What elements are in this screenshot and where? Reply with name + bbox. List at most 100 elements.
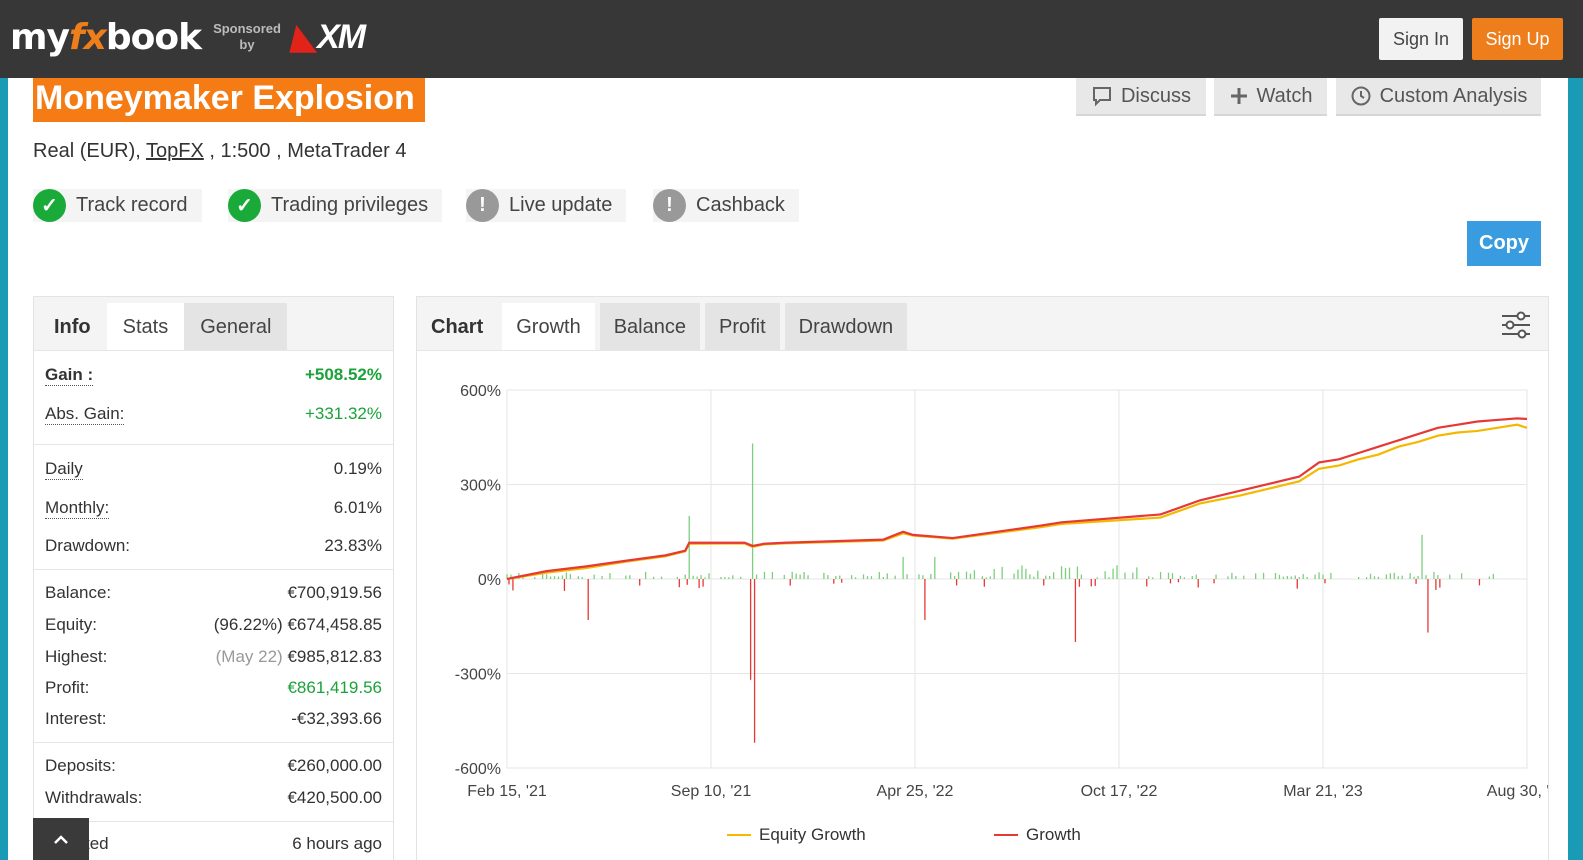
stat-label: Equity: xyxy=(45,615,97,634)
top-navbar: myfxbook Sponsored by ◣ XM Sign In Sign Up xyxy=(0,0,1583,78)
x-tick-label: Apr 25, '22 xyxy=(877,783,954,800)
custom-analysis-label: Custom Analysis xyxy=(1379,84,1528,107)
exclamation-icon: ! xyxy=(466,189,499,222)
system-title: Moneymaker Explosion xyxy=(33,78,425,122)
tab-growth[interactable]: Growth xyxy=(502,303,595,350)
divider xyxy=(34,569,393,570)
stat-updated: ted 6 hours ago xyxy=(45,834,382,854)
stat-equity: Equity: (96.22%) €674,458.85 xyxy=(45,615,382,635)
badge-cashback[interactable]: ! Cashback xyxy=(653,189,799,222)
page: Moneymaker Explosion Discuss Watch Custo… xyxy=(8,0,1568,860)
stat-balance: Balance: €700,919.56 xyxy=(45,583,382,603)
stats-panel: Info Stats General Gain : +508.52% Abs. … xyxy=(33,296,394,860)
watch-button[interactable]: Watch xyxy=(1214,78,1327,116)
stat-note: (96.22%) xyxy=(213,615,283,634)
stat-value: €260,000.00 xyxy=(287,756,382,775)
stat-label: Profit: xyxy=(45,678,90,697)
stats-tabs: Info Stats General xyxy=(34,297,393,351)
x-tick-label: Aug 30, '23 xyxy=(1487,783,1548,800)
tab-balance[interactable]: Balance xyxy=(599,303,700,350)
logo-text: myfxbook xyxy=(10,16,202,58)
stat-label[interactable]: Daily xyxy=(45,459,83,480)
stat-withdrawals: Withdrawals: €420,500.00 xyxy=(45,788,382,808)
sign-in-button[interactable]: Sign In xyxy=(1379,18,1463,60)
discuss-button[interactable]: Discuss xyxy=(1076,78,1206,116)
tab-profit[interactable]: Profit xyxy=(704,303,780,350)
stat-gain: Gain : +508.52% xyxy=(45,365,382,386)
stat-label[interactable]: Gain : xyxy=(45,365,94,386)
stat-value: €674,458.85 xyxy=(287,615,382,634)
stat-monthly: Monthly: 6.01% xyxy=(45,498,382,519)
chevron-up-icon xyxy=(54,835,68,844)
stat-deposits: Deposits: €260,000.00 xyxy=(45,756,382,776)
comment-icon xyxy=(1092,87,1111,107)
stat-value: 6 hours ago xyxy=(292,834,382,853)
stat-value: €420,500.00 xyxy=(287,788,382,807)
myfxbook-logo[interactable]: myfxbook Sponsored by ◣ XM xyxy=(10,12,366,62)
badge-trading-privileges[interactable]: ✓ Trading privileges xyxy=(228,189,443,222)
xm-mark-icon: ◣ xyxy=(290,18,317,56)
badge-label: Trading privileges xyxy=(271,194,429,216)
tab-drawdown[interactable]: Drawdown xyxy=(784,303,908,350)
divider xyxy=(34,444,393,445)
watch-label[interactable]: Watch xyxy=(1256,84,1313,107)
exclamation-icon: ! xyxy=(653,189,686,222)
stat-value-group: (96.22%) €674,458.85 xyxy=(214,615,382,635)
sponsored-label: Sponsored by xyxy=(213,21,281,52)
legend-label: Equity Growth xyxy=(759,825,866,844)
xm-logo[interactable]: ◣ XM xyxy=(290,17,366,57)
stat-label: Balance: xyxy=(45,583,112,602)
x-tick-label: Mar 21, '23 xyxy=(1283,783,1363,800)
stat-note: (May 22) xyxy=(215,647,283,666)
sign-up-button[interactable]: Sign Up xyxy=(1472,18,1563,60)
account-type: Real (EUR), xyxy=(33,140,146,162)
custom-analysis-button[interactable]: Custom Analysis xyxy=(1336,78,1541,116)
copy-button[interactable]: Copy xyxy=(1467,221,1541,266)
stat-label: ted xyxy=(85,834,109,853)
stat-label[interactable]: Monthly: xyxy=(45,498,110,519)
plus-icon xyxy=(1230,88,1247,104)
account-info: Real (EUR), TopFX , 1:500 , MetaTrader 4 xyxy=(33,140,407,163)
stat-value: -€32,393.66 xyxy=(291,709,382,728)
y-tick-label: 300% xyxy=(460,478,501,495)
x-tick-label: Feb 15, '21 xyxy=(467,783,547,800)
stat-value-group: (May 22) €985,812.83 xyxy=(216,647,382,667)
scroll-top-button[interactable] xyxy=(33,818,89,860)
divider xyxy=(34,742,393,743)
tab-info[interactable]: Info xyxy=(54,316,91,338)
chart-tabs: Chart Growth Balance Profit Drawdown xyxy=(417,297,1548,351)
stat-profit: Profit: €861,419.56 xyxy=(45,678,382,698)
y-tick-label: -300% xyxy=(455,667,501,684)
x-tick-label: Sep 10, '21 xyxy=(671,783,752,800)
stat-value: €700,919.56 xyxy=(287,583,382,602)
badge-track-record[interactable]: ✓ Track record xyxy=(33,189,202,222)
tab-chart[interactable]: Chart xyxy=(431,316,484,338)
series-line xyxy=(506,417,1528,581)
sliders-icon[interactable] xyxy=(1500,311,1532,339)
stat-value: +331.32% xyxy=(304,404,382,423)
stat-label: Withdrawals: xyxy=(45,788,143,807)
growth-chart: 600% 300% 0% -300% -600% Feb 15, '21 Sep 10, '… xyxy=(455,383,1548,844)
x-tick-label: Oct 17, '22 xyxy=(1081,783,1158,800)
check-icon: ✓ xyxy=(228,189,261,222)
legend-label: Growth xyxy=(1026,825,1081,844)
tab-general[interactable]: General xyxy=(184,303,288,350)
stat-label: Deposits: xyxy=(45,756,116,775)
tab-stats[interactable]: Stats xyxy=(106,303,185,350)
broker-link[interactable]: TopFX xyxy=(146,140,204,162)
badge-label: Cashback xyxy=(696,194,785,216)
stat-value: +508.52% xyxy=(304,365,382,384)
stat-label[interactable]: Abs. Gain: xyxy=(45,404,125,425)
stat-value: 0.19% xyxy=(333,459,382,478)
stat-drawdown: Drawdown: 23.83% xyxy=(45,536,382,556)
stat-highest: Highest: (May 22) €985,812.83 xyxy=(45,647,382,667)
check-icon: ✓ xyxy=(33,189,66,222)
stat-value: 6.01% xyxy=(333,498,382,517)
y-tick-label: -600% xyxy=(455,761,501,778)
badge-label: Track record xyxy=(76,194,188,216)
badge-label: Live update xyxy=(509,194,613,216)
chart-panel: Chart Growth Balance Profit Drawdown 600… xyxy=(416,296,1549,860)
stat-value: €985,812.83 xyxy=(287,647,382,666)
stat-label: Drawdown: xyxy=(45,536,131,555)
badge-live-update[interactable]: ! Live update xyxy=(466,189,627,222)
